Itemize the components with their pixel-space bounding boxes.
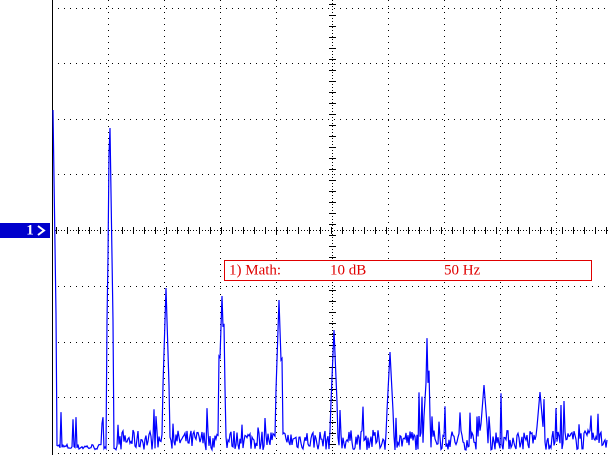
readout-frequency: 50 Hz — [444, 262, 481, 278]
readout: 1) Math: 10 dB 50 Hz — [224, 260, 592, 281]
graticule — [52, 0, 608, 455]
channel-marker: 1 — [0, 222, 50, 238]
readout-box — [224, 260, 592, 281]
marker-label: 1 — [26, 222, 34, 238]
spectrum-trace — [52, 109, 608, 452]
readout-scale: 10 dB — [330, 262, 366, 278]
marker-arrow — [37, 225, 46, 236]
readout-source: 1) Math: — [229, 262, 281, 278]
